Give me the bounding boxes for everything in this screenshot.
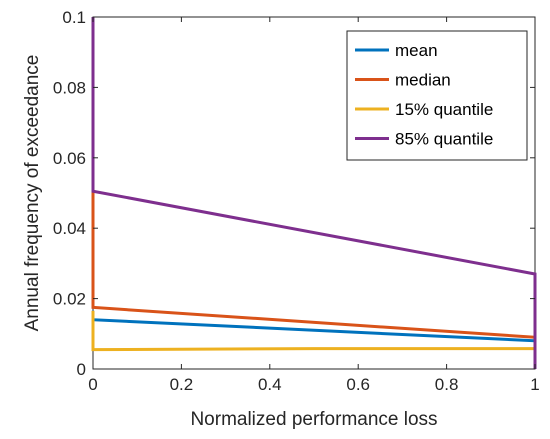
y-axis-label: Annual frequency of exceedance <box>22 55 43 332</box>
x-tick-label: 0.4 <box>258 375 282 394</box>
legend-label: 85% quantile <box>395 130 493 149</box>
x-tick-label: 0.2 <box>170 375 194 394</box>
legend-label: median <box>395 71 451 90</box>
x-tick-label: 0 <box>88 375 97 394</box>
y-tick-label: 0.04 <box>53 219 86 238</box>
y-tick-label: 0.02 <box>53 290 86 309</box>
y-tick-label: 0.06 <box>53 149 86 168</box>
y-tick-label: 0.08 <box>53 78 86 97</box>
x-axis-label: Normalized performance loss <box>190 409 437 430</box>
series-line-85pct-quantile <box>91 17 537 369</box>
y-tick-label: 0 <box>77 360 86 379</box>
x-tick-label: 0.6 <box>346 375 370 394</box>
ticks-layer: 0 0.2 0.4 0.6 0.8 1 0 0.02 0.04 0.06 0.08 0.1 <box>53 8 540 394</box>
y-tick-label: 0.1 <box>62 8 86 27</box>
x-tick-label: 1 <box>530 375 539 394</box>
series-layer <box>91 17 537 369</box>
legend-label: mean <box>395 41 438 60</box>
x-tick-label: 0.8 <box>435 375 459 394</box>
legend-label: 15% quantile <box>395 100 493 119</box>
legend: mean median 15% quantile 85% quantile <box>346 30 528 161</box>
